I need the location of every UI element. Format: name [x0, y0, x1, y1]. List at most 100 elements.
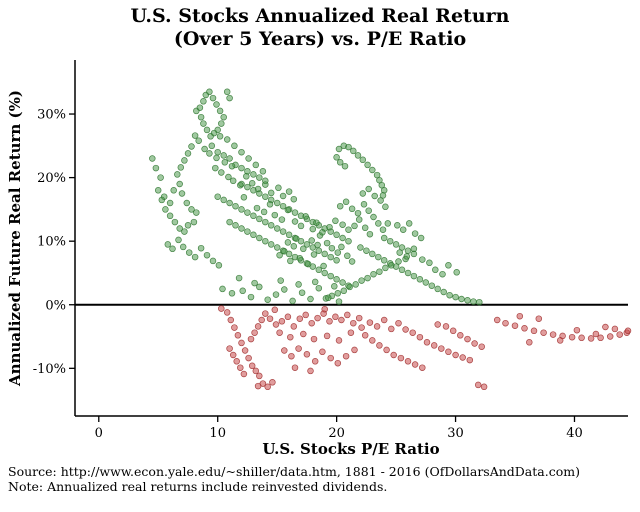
- data-point-positive-return: [352, 281, 359, 288]
- data-point-positive-return: [403, 253, 411, 260]
- data-point-negative-return: [233, 358, 240, 365]
- chart-title-line1: U.S. Stocks Annualized Real Return: [130, 5, 510, 27]
- data-point-negative-return: [252, 367, 260, 375]
- data-point-negative-return: [423, 339, 431, 346]
- data-point-positive-return: [212, 164, 219, 172]
- data-point-positive-return: [164, 241, 172, 248]
- data-point-positive-return: [364, 161, 371, 169]
- data-point-positive-return: [432, 266, 439, 274]
- data-point-positive-return: [345, 237, 352, 245]
- data-point-positive-return: [358, 277, 365, 284]
- data-point-negative-return: [530, 327, 538, 335]
- data-point-positive-return: [452, 293, 459, 301]
- data-point-negative-return: [287, 333, 294, 341]
- data-point-positive-return: [289, 297, 296, 305]
- data-point-positive-return: [404, 247, 412, 254]
- data-point-positive-return: [220, 196, 227, 204]
- data-point-negative-return: [350, 319, 357, 327]
- data-point-positive-return: [176, 180, 183, 188]
- data-point-negative-return: [258, 316, 265, 324]
- data-point-negative-return: [262, 310, 269, 317]
- data-point-positive-return: [446, 291, 453, 299]
- data-point-positive-return: [203, 251, 211, 259]
- data-point-positive-return: [181, 228, 188, 235]
- data-point-positive-return: [284, 239, 292, 246]
- data-point-positive-return: [221, 159, 229, 166]
- data-point-negative-return: [445, 348, 452, 356]
- data-point-positive-return: [244, 183, 251, 191]
- data-point-positive-return: [291, 218, 299, 225]
- data-point-negative-return: [597, 334, 604, 342]
- data-point-negative-return: [355, 314, 363, 322]
- data-point-positive-return: [370, 213, 377, 221]
- data-point-negative-return: [587, 335, 595, 342]
- data-point-positive-return: [453, 269, 460, 276]
- plot-layer: 0 10 20 30 40 -10% 0% 10% 20% 30%: [33, 60, 632, 441]
- data-point-negative-return: [540, 329, 547, 336]
- data-point-positive-return: [273, 225, 281, 232]
- data-point-positive-return: [439, 270, 446, 278]
- data-point-positive-return: [220, 113, 227, 121]
- data-point-positive-return: [302, 213, 309, 220]
- data-point-negative-return: [376, 342, 383, 349]
- data-point-positive-return: [360, 201, 368, 208]
- data-point-positive-return: [252, 161, 260, 169]
- data-point-negative-return: [308, 319, 315, 327]
- data-point-positive-return: [369, 166, 376, 174]
- data-point-positive-return: [296, 255, 304, 262]
- data-point-positive-return: [228, 290, 236, 297]
- data-point-positive-return: [254, 185, 262, 193]
- data-point-positive-return: [284, 206, 292, 214]
- data-point-positive-return: [203, 126, 211, 134]
- data-point-positive-return: [245, 155, 252, 162]
- data-point-negative-return: [288, 352, 295, 360]
- data-point-positive-return: [298, 289, 306, 296]
- data-point-positive-return: [345, 143, 352, 151]
- data-point-positive-return: [304, 260, 312, 268]
- data-point-negative-return: [344, 311, 351, 319]
- data-point-negative-return: [535, 315, 543, 322]
- data-point-positive-return: [190, 218, 198, 226]
- data-point-positive-return: [292, 235, 300, 242]
- data-point-negative-return: [321, 305, 328, 313]
- data-point-positive-return: [170, 187, 177, 194]
- data-point-positive-return: [357, 244, 364, 251]
- data-point-positive-return: [213, 154, 220, 162]
- data-point-positive-return: [341, 162, 349, 170]
- data-point-positive-return: [264, 296, 271, 303]
- data-point-negative-return: [459, 354, 466, 361]
- data-point-positive-return: [197, 113, 205, 121]
- data-point-negative-return: [227, 316, 235, 324]
- data-point-negative-return: [380, 316, 388, 324]
- data-point-negative-return: [442, 323, 450, 330]
- data-point-positive-return: [476, 298, 483, 306]
- data-point-negative-return: [335, 337, 343, 344]
- data-point-negative-return: [402, 326, 409, 333]
- data-point-negative-return: [549, 331, 557, 338]
- data-point-negative-return: [327, 354, 334, 362]
- data-point-positive-return: [260, 208, 268, 216]
- data-point-positive-return: [226, 199, 233, 207]
- data-point-positive-return: [256, 283, 263, 291]
- data-point-positive-return: [411, 230, 419, 237]
- data-point-negative-return: [234, 332, 242, 339]
- data-point-positive-return: [377, 197, 384, 204]
- x-tick-label: 10: [209, 426, 226, 441]
- data-point-positive-return: [171, 218, 179, 226]
- data-point-positive-return: [396, 249, 403, 256]
- data-point-negative-return: [278, 318, 286, 325]
- data-point-negative-return: [231, 324, 238, 331]
- data-point-positive-return: [279, 202, 287, 210]
- data-point-positive-return: [262, 218, 269, 226]
- data-point-positive-return: [365, 185, 372, 193]
- data-point-positive-return: [338, 243, 345, 251]
- data-point-negative-return: [373, 323, 381, 330]
- data-point-positive-return: [193, 209, 200, 216]
- data-point-negative-return: [478, 343, 485, 350]
- data-point-positive-return: [428, 282, 436, 289]
- data-point-negative-return: [480, 383, 488, 391]
- data-point-positive-return: [285, 231, 293, 239]
- data-point-positive-return: [231, 142, 238, 150]
- data-point-negative-return: [272, 321, 280, 328]
- data-point-positive-return: [174, 171, 181, 178]
